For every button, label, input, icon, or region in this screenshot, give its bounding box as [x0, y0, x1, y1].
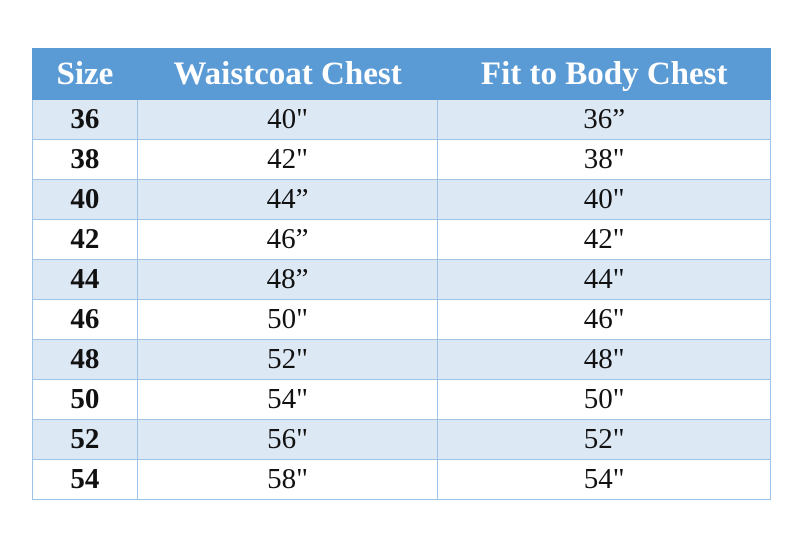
fit-to-body-chest-cell: 38" — [437, 139, 771, 180]
header-row: Size Waistcoat Chest Fit to Body Chest — [32, 48, 771, 100]
fit-to-body-chest-cell: 52" — [437, 419, 771, 460]
table-row: 36 40" 36” — [32, 99, 771, 140]
waistcoat-chest-cell: 46” — [136, 219, 439, 260]
size-cell: 52 — [32, 419, 138, 460]
waistcoat-chest-cell: 40" — [136, 99, 439, 140]
fit-to-body-chest-cell: 50" — [437, 379, 771, 420]
table-row: 54 58" 54" — [32, 459, 771, 500]
table-row: 38 42" 38" — [32, 139, 771, 180]
size-cell: 42 — [32, 219, 138, 260]
table-row: 42 46” 42" — [32, 219, 771, 260]
waistcoat-chest-cell: 56" — [136, 419, 439, 460]
size-cell: 36 — [32, 99, 138, 140]
table-row: 50 54" 50" — [32, 379, 771, 420]
fit-to-body-chest-cell: 40" — [437, 179, 771, 220]
fit-to-body-chest-cell: 54" — [437, 459, 771, 500]
size-cell: 46 — [32, 299, 138, 340]
size-chart-table: Size Waistcoat Chest Fit to Body Chest 3… — [32, 48, 771, 500]
size-cell: 38 — [32, 139, 138, 180]
waistcoat-chest-cell: 44” — [136, 179, 439, 220]
waistcoat-chest-cell: 58" — [136, 459, 439, 500]
waistcoat-chest-cell: 54" — [136, 379, 439, 420]
table-row: 40 44” 40" — [32, 179, 771, 220]
fit-to-body-chest-cell: 44" — [437, 259, 771, 300]
waistcoat-chest-cell: 48” — [136, 259, 439, 300]
header-fit-to-body-chest: Fit to Body Chest — [437, 48, 771, 100]
size-cell: 48 — [32, 339, 138, 380]
table-row: 44 48” 44" — [32, 259, 771, 300]
fit-to-body-chest-cell: 36” — [437, 99, 771, 140]
header-waistcoat-chest: Waistcoat Chest — [136, 48, 439, 100]
table-row: 46 50" 46" — [32, 299, 771, 340]
table-row: 52 56" 52" — [32, 419, 771, 460]
waistcoat-chest-cell: 42" — [136, 139, 439, 180]
size-cell: 54 — [32, 459, 138, 500]
table-row: 48 52" 48" — [32, 339, 771, 380]
waistcoat-chest-cell: 50" — [136, 299, 439, 340]
fit-to-body-chest-cell: 48" — [437, 339, 771, 380]
size-cell: 50 — [32, 379, 138, 420]
size-cell: 44 — [32, 259, 138, 300]
waistcoat-chest-cell: 52" — [136, 339, 439, 380]
fit-to-body-chest-cell: 46" — [437, 299, 771, 340]
header-size: Size — [32, 48, 138, 100]
fit-to-body-chest-cell: 42" — [437, 219, 771, 260]
size-cell: 40 — [32, 179, 138, 220]
